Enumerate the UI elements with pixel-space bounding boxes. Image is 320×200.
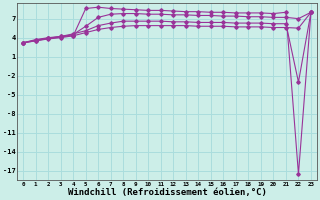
X-axis label: Windchill (Refroidissement éolien,°C): Windchill (Refroidissement éolien,°C) <box>68 188 267 197</box>
